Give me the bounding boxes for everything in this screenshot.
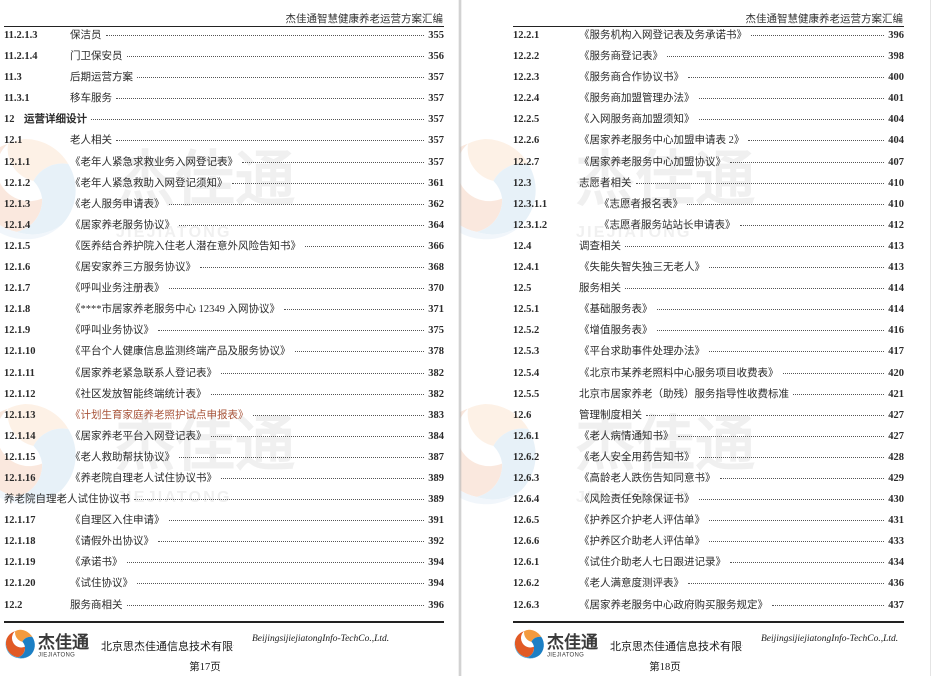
svg-text:杰佳通: 杰佳通 [38,632,89,652]
svg-text:杰佳通: 杰佳通 [547,632,598,652]
svg-text:JIEJIATONG: JIEJIATONG [38,653,75,659]
svg-text:JIEJIATONG: JIEJIATONG [547,653,584,659]
svg-text:北京思杰佳通信息技术有限公司: 北京思杰佳通信息技术有限公司 [101,639,234,653]
svg-text:北京思杰佳通信息技术有限公司: 北京思杰佳通信息技术有限公司 [610,639,743,653]
